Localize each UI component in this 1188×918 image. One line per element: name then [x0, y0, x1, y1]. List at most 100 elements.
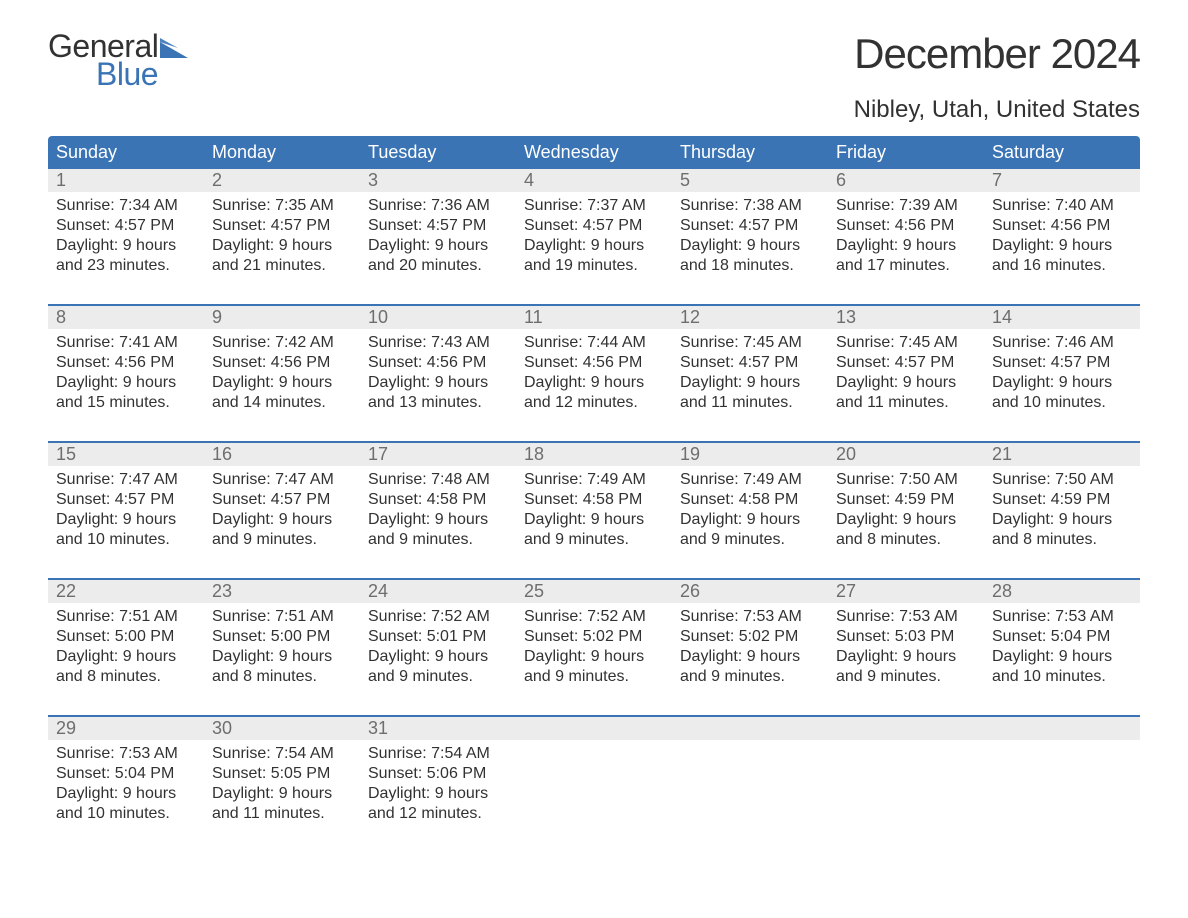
day-number: 3 [360, 169, 516, 192]
weekday-label: Saturday [984, 136, 1140, 169]
sunset-line: Sunset: 4:57 PM [368, 216, 508, 236]
day-number: 17 [360, 443, 516, 466]
daylight-line: Daylight: 9 hours [836, 236, 976, 256]
daylight-line: Daylight: 9 hours [836, 510, 976, 530]
daylight-line-2: and 19 minutes. [524, 256, 664, 276]
daylight-line: Daylight: 9 hours [212, 510, 352, 530]
sunrise-line: Sunrise: 7:41 AM [56, 333, 196, 353]
sunrise-line: Sunrise: 7:47 AM [56, 470, 196, 490]
daylight-line-2: and 14 minutes. [212, 393, 352, 413]
sunrise-line: Sunrise: 7:42 AM [212, 333, 352, 353]
day-number: 1 [48, 169, 204, 192]
day-details: Sunrise: 7:49 AMSunset: 4:58 PMDaylight:… [672, 466, 828, 562]
calendar-day: 10Sunrise: 7:43 AMSunset: 4:56 PMDayligh… [360, 306, 516, 425]
day-details: Sunrise: 7:50 AMSunset: 4:59 PMDaylight:… [984, 466, 1140, 562]
logo-flag-icon [160, 38, 188, 58]
sunset-line: Sunset: 4:59 PM [992, 490, 1132, 510]
daylight-line-2: and 10 minutes. [56, 530, 196, 550]
sunrise-line: Sunrise: 7:53 AM [992, 607, 1132, 627]
daylight-line: Daylight: 9 hours [992, 236, 1132, 256]
sunset-line: Sunset: 4:57 PM [992, 353, 1132, 373]
daylight-line-2: and 9 minutes. [680, 530, 820, 550]
calendar-day [984, 717, 1140, 836]
day-details: Sunrise: 7:44 AMSunset: 4:56 PMDaylight:… [516, 329, 672, 425]
sunrise-line: Sunrise: 7:53 AM [836, 607, 976, 627]
daylight-line: Daylight: 9 hours [368, 236, 508, 256]
sunset-line: Sunset: 4:56 PM [56, 353, 196, 373]
day-number: 21 [984, 443, 1140, 466]
daylight-line: Daylight: 9 hours [56, 784, 196, 804]
daylight-line-2: and 8 minutes. [992, 530, 1132, 550]
calendar-day: 5Sunrise: 7:38 AMSunset: 4:57 PMDaylight… [672, 169, 828, 288]
daylight-line: Daylight: 9 hours [836, 647, 976, 667]
page-title: December 2024 [854, 30, 1140, 78]
calendar-day: 18Sunrise: 7:49 AMSunset: 4:58 PMDayligh… [516, 443, 672, 562]
daylight-line-2: and 9 minutes. [680, 667, 820, 687]
sunrise-line: Sunrise: 7:45 AM [680, 333, 820, 353]
day-number: 2 [204, 169, 360, 192]
daylight-line-2: and 11 minutes. [212, 804, 352, 824]
day-number: 7 [984, 169, 1140, 192]
day-details: Sunrise: 7:50 AMSunset: 4:59 PMDaylight:… [828, 466, 984, 562]
weekday-label: Tuesday [360, 136, 516, 169]
sunset-line: Sunset: 4:57 PM [680, 216, 820, 236]
day-number: 5 [672, 169, 828, 192]
sunrise-line: Sunrise: 7:38 AM [680, 196, 820, 216]
day-number-empty [828, 717, 984, 740]
sunrise-line: Sunrise: 7:35 AM [212, 196, 352, 216]
sunset-line: Sunset: 4:56 PM [524, 353, 664, 373]
daylight-line: Daylight: 9 hours [212, 647, 352, 667]
day-details: Sunrise: 7:37 AMSunset: 4:57 PMDaylight:… [516, 192, 672, 288]
day-details: Sunrise: 7:43 AMSunset: 4:56 PMDaylight:… [360, 329, 516, 425]
daylight-line-2: and 17 minutes. [836, 256, 976, 276]
sunrise-line: Sunrise: 7:51 AM [212, 607, 352, 627]
daylight-line: Daylight: 9 hours [212, 784, 352, 804]
daylight-line-2: and 9 minutes. [368, 667, 508, 687]
sunset-line: Sunset: 4:59 PM [836, 490, 976, 510]
daylight-line: Daylight: 9 hours [524, 510, 664, 530]
daylight-line: Daylight: 9 hours [992, 373, 1132, 393]
daylight-line-2: and 18 minutes. [680, 256, 820, 276]
calendar-week: 8Sunrise: 7:41 AMSunset: 4:56 PMDaylight… [48, 304, 1140, 425]
calendar-day: 16Sunrise: 7:47 AMSunset: 4:57 PMDayligh… [204, 443, 360, 562]
calendar-day: 11Sunrise: 7:44 AMSunset: 4:56 PMDayligh… [516, 306, 672, 425]
daylight-line-2: and 12 minutes. [524, 393, 664, 413]
day-details: Sunrise: 7:45 AMSunset: 4:57 PMDaylight:… [672, 329, 828, 425]
daylight-line-2: and 10 minutes. [56, 804, 196, 824]
day-details: Sunrise: 7:49 AMSunset: 4:58 PMDaylight:… [516, 466, 672, 562]
sunrise-line: Sunrise: 7:52 AM [524, 607, 664, 627]
sunrise-line: Sunrise: 7:50 AM [992, 470, 1132, 490]
day-details: Sunrise: 7:53 AMSunset: 5:04 PMDaylight:… [984, 603, 1140, 699]
day-number: 19 [672, 443, 828, 466]
daylight-line: Daylight: 9 hours [992, 647, 1132, 667]
sunset-line: Sunset: 4:56 PM [212, 353, 352, 373]
calendar-day: 22Sunrise: 7:51 AMSunset: 5:00 PMDayligh… [48, 580, 204, 699]
sunrise-line: Sunrise: 7:43 AM [368, 333, 508, 353]
calendar-day: 9Sunrise: 7:42 AMSunset: 4:56 PMDaylight… [204, 306, 360, 425]
daylight-line: Daylight: 9 hours [524, 236, 664, 256]
sunset-line: Sunset: 5:01 PM [368, 627, 508, 647]
calendar-day [828, 717, 984, 836]
day-details: Sunrise: 7:51 AMSunset: 5:00 PMDaylight:… [204, 603, 360, 699]
sunrise-line: Sunrise: 7:40 AM [992, 196, 1132, 216]
daylight-line: Daylight: 9 hours [212, 373, 352, 393]
day-number: 26 [672, 580, 828, 603]
daylight-line-2: and 23 minutes. [56, 256, 196, 276]
day-number: 4 [516, 169, 672, 192]
calendar-day: 19Sunrise: 7:49 AMSunset: 4:58 PMDayligh… [672, 443, 828, 562]
day-details-empty [516, 740, 672, 836]
calendar-day [516, 717, 672, 836]
sunrise-line: Sunrise: 7:44 AM [524, 333, 664, 353]
day-number: 23 [204, 580, 360, 603]
sunrise-line: Sunrise: 7:52 AM [368, 607, 508, 627]
day-details: Sunrise: 7:47 AMSunset: 4:57 PMDaylight:… [48, 466, 204, 562]
sunrise-line: Sunrise: 7:49 AM [680, 470, 820, 490]
sunrise-line: Sunrise: 7:48 AM [368, 470, 508, 490]
weekday-header: Sunday Monday Tuesday Wednesday Thursday… [48, 136, 1140, 169]
day-number: 30 [204, 717, 360, 740]
daylight-line: Daylight: 9 hours [680, 647, 820, 667]
daylight-line-2: and 21 minutes. [212, 256, 352, 276]
calendar-day: 25Sunrise: 7:52 AMSunset: 5:02 PMDayligh… [516, 580, 672, 699]
sunset-line: Sunset: 5:02 PM [680, 627, 820, 647]
daylight-line: Daylight: 9 hours [680, 510, 820, 530]
